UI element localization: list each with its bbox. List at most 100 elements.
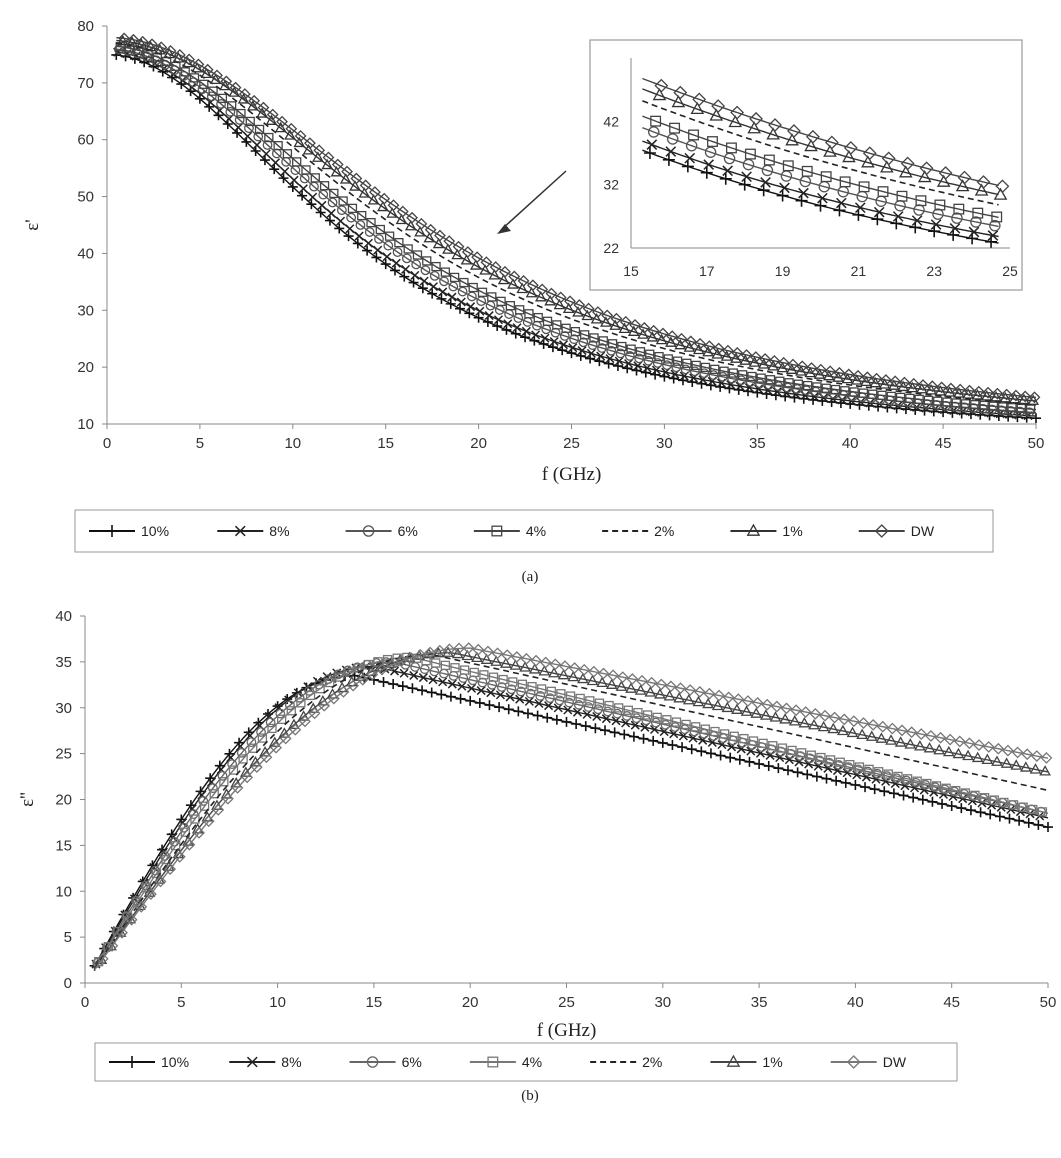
series-point xyxy=(616,671,629,684)
x-axis-title: f (GHz) xyxy=(542,464,602,485)
series-point xyxy=(238,88,251,101)
series-point xyxy=(970,399,980,410)
series-point xyxy=(432,237,445,249)
series-point xyxy=(369,186,381,199)
series-point xyxy=(141,51,152,62)
inset-series-point xyxy=(692,92,707,107)
series-point xyxy=(250,145,261,156)
inset-series-point xyxy=(896,190,908,202)
inset-series-point xyxy=(722,165,733,177)
x-axis-title: f (GHz) xyxy=(537,1020,597,1041)
series-point xyxy=(842,768,852,778)
series-point xyxy=(790,704,802,717)
series-point xyxy=(562,302,575,314)
series-point xyxy=(306,199,317,210)
series-point xyxy=(443,235,456,248)
series-point xyxy=(747,371,757,382)
series-point xyxy=(725,752,736,763)
series-point xyxy=(493,315,504,325)
inset-x-tick-label: 25 xyxy=(1002,263,1018,279)
inset-series-point xyxy=(730,105,745,120)
series-point xyxy=(257,101,270,114)
series-point xyxy=(253,131,264,142)
series-point xyxy=(453,642,465,655)
series-point xyxy=(699,368,710,379)
legend-item: 10% xyxy=(89,523,169,539)
series-point xyxy=(831,775,842,786)
series-point xyxy=(861,371,874,384)
series-point xyxy=(626,673,639,685)
series-point xyxy=(436,293,447,304)
series-point xyxy=(821,383,831,393)
legend-label: 6% xyxy=(398,523,418,539)
series-point xyxy=(327,197,338,208)
series-point xyxy=(410,270,420,280)
series-point xyxy=(675,332,688,345)
series-point xyxy=(850,779,861,790)
series-point xyxy=(868,389,878,399)
series-point xyxy=(840,386,850,396)
series-point xyxy=(904,738,917,749)
series-point xyxy=(614,356,624,366)
series-point xyxy=(638,733,649,744)
series-point xyxy=(479,264,491,275)
series-point xyxy=(682,358,692,368)
series-point xyxy=(805,753,815,764)
series-point xyxy=(334,223,345,234)
inset-series-point xyxy=(949,223,961,234)
inset-series-point xyxy=(871,213,884,226)
series-1pct xyxy=(116,34,1040,405)
series-point xyxy=(308,192,318,202)
series-point xyxy=(852,770,862,780)
series-point xyxy=(572,306,584,317)
series-point xyxy=(575,693,585,704)
series-point xyxy=(1010,389,1022,402)
inset-series-point xyxy=(768,118,782,132)
series-point xyxy=(294,692,305,703)
legend-label: 10% xyxy=(161,1054,189,1070)
series-point xyxy=(436,689,447,700)
series-point xyxy=(607,339,618,349)
series-point xyxy=(565,691,576,701)
series-point xyxy=(208,86,218,96)
series-point xyxy=(421,655,431,666)
series-point xyxy=(494,702,505,713)
series-point xyxy=(710,364,720,375)
series-point xyxy=(216,99,226,109)
inset-series-point xyxy=(820,171,832,183)
series-point xyxy=(979,400,989,411)
series-point xyxy=(220,75,233,88)
series-point xyxy=(367,194,380,205)
series-point xyxy=(1014,815,1025,826)
series-point xyxy=(480,653,493,664)
series-point xyxy=(297,190,308,201)
inset-series-point xyxy=(704,146,717,158)
series-point xyxy=(654,688,666,699)
series-point xyxy=(516,282,529,294)
series-line xyxy=(93,653,1049,970)
series-point xyxy=(136,35,149,48)
series-point xyxy=(265,114,278,125)
series-point xyxy=(927,796,938,807)
y-tick-label: 20 xyxy=(77,359,94,376)
series-point xyxy=(739,354,752,365)
series-point xyxy=(568,343,578,353)
series-point xyxy=(282,149,293,159)
series-point xyxy=(589,333,599,343)
series-point xyxy=(867,718,880,731)
series-line xyxy=(93,665,1049,967)
series-point xyxy=(944,733,957,746)
legend-item: 4% xyxy=(473,523,546,539)
series-point xyxy=(378,192,391,205)
inset-series-point xyxy=(995,179,1010,194)
series-point xyxy=(386,207,399,218)
inset-series-point xyxy=(757,184,770,197)
series-point xyxy=(729,731,739,741)
inset-series-point xyxy=(665,146,677,157)
series-point xyxy=(756,373,766,383)
series-point xyxy=(246,737,257,748)
series-point xyxy=(596,351,606,361)
series-point xyxy=(764,379,775,390)
series-point xyxy=(296,698,306,708)
series-point xyxy=(276,714,287,724)
